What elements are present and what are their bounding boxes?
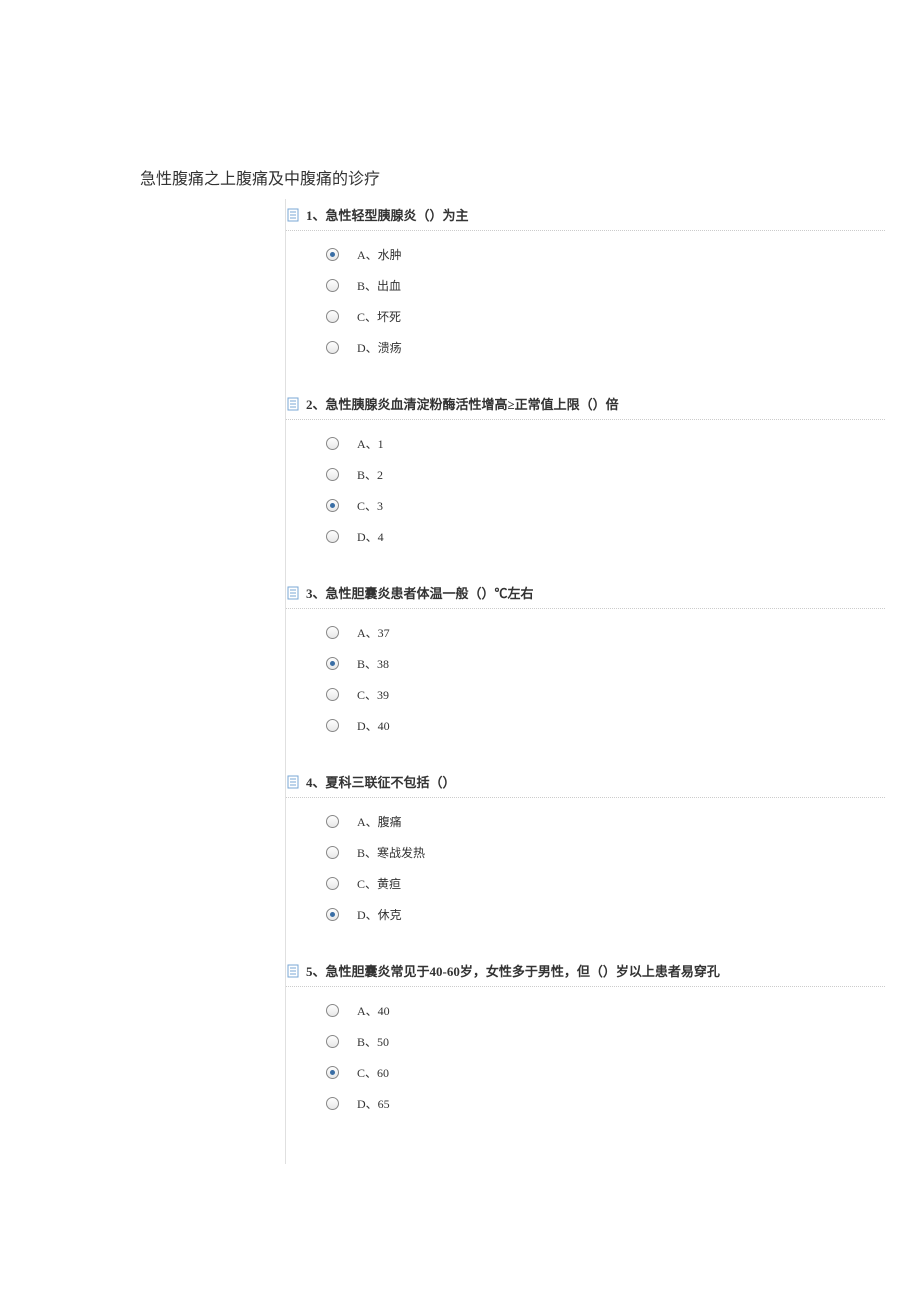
question-header: 4、夏科三联征不包括（）: [286, 766, 885, 798]
option-label: A、1: [357, 435, 384, 452]
option-label: A、37: [357, 624, 390, 641]
option-label: B、寒战发热: [357, 844, 425, 861]
question-header: 3、急性胆囊炎患者体温一般（）℃左右: [286, 577, 885, 609]
radio-selected[interactable]: [326, 908, 339, 921]
option-label: D、4: [357, 528, 384, 545]
option-label: D、休克: [357, 906, 402, 923]
option-row[interactable]: B、出血: [326, 270, 885, 301]
options-list: A、40 B、50 C、60 D、65: [286, 995, 885, 1119]
radio[interactable]: [326, 310, 339, 323]
options-list: A、37 B、38 C、39 D、40: [286, 617, 885, 741]
option-row[interactable]: C、坏死: [326, 301, 885, 332]
document-icon: [286, 586, 300, 600]
question-text: 3、急性胆囊炎患者体温一般（）℃左右: [306, 583, 534, 602]
option-row[interactable]: D、65: [326, 1088, 885, 1119]
option-label: C、黄疸: [357, 875, 401, 892]
option-row[interactable]: B、2: [326, 459, 885, 490]
option-row[interactable]: C、39: [326, 679, 885, 710]
question-block-3: 3、急性胆囊炎患者体温一般（）℃左右 A、37 B、38 C、39 D、40: [286, 577, 885, 741]
option-label: A、水肿: [357, 246, 402, 263]
option-label: C、坏死: [357, 308, 401, 325]
radio-selected[interactable]: [326, 1066, 339, 1079]
options-list: A、水肿 B、出血 C、坏死 D、溃疡: [286, 239, 885, 363]
option-row[interactable]: C、60: [326, 1057, 885, 1088]
option-label: C、3: [357, 497, 383, 514]
radio[interactable]: [326, 688, 339, 701]
option-row[interactable]: D、4: [326, 521, 885, 552]
question-block-4: 4、夏科三联征不包括（） A、腹痛 B、寒战发热 C、黄疸 D、休克: [286, 766, 885, 930]
option-row[interactable]: B、50: [326, 1026, 885, 1057]
radio[interactable]: [326, 719, 339, 732]
document-icon: [286, 208, 300, 222]
option-label: D、65: [357, 1095, 390, 1112]
option-label: B、50: [357, 1033, 389, 1050]
radio[interactable]: [326, 815, 339, 828]
option-row[interactable]: A、1: [326, 428, 885, 459]
option-row[interactable]: C、3: [326, 490, 885, 521]
document-icon: [286, 775, 300, 789]
radio-selected[interactable]: [326, 499, 339, 512]
page-title: 急性腹痛之上腹痛及中腹痛的诊疗: [0, 0, 920, 199]
radio[interactable]: [326, 1097, 339, 1110]
radio-selected[interactable]: [326, 657, 339, 670]
question-text: 2、急性胰腺炎血清淀粉酶活性增高≥正常值上限（）倍: [306, 394, 619, 413]
option-row[interactable]: A、水肿: [326, 239, 885, 270]
question-text: 1、急性轻型胰腺炎（）为主: [306, 205, 469, 224]
option-label: A、腹痛: [357, 813, 402, 830]
option-row[interactable]: B、寒战发热: [326, 837, 885, 868]
question-text: 5、急性胆囊炎常见于40-60岁，女性多于男性，但（）岁以上患者易穿孔: [306, 961, 720, 980]
radio[interactable]: [326, 1004, 339, 1017]
option-row[interactable]: A、腹痛: [326, 806, 885, 837]
question-header: 1、急性轻型胰腺炎（）为主: [286, 199, 885, 231]
option-label: D、40: [357, 717, 390, 734]
question-text: 4、夏科三联征不包括（）: [306, 772, 456, 791]
option-row[interactable]: D、休克: [326, 899, 885, 930]
option-row[interactable]: A、40: [326, 995, 885, 1026]
question-header: 5、急性胆囊炎常见于40-60岁，女性多于男性，但（）岁以上患者易穿孔: [286, 955, 885, 987]
option-row[interactable]: D、40: [326, 710, 885, 741]
document-icon: [286, 964, 300, 978]
options-list: A、腹痛 B、寒战发热 C、黄疸 D、休克: [286, 806, 885, 930]
option-label: B、2: [357, 466, 383, 483]
radio-selected[interactable]: [326, 248, 339, 261]
radio[interactable]: [326, 877, 339, 890]
option-row[interactable]: D、溃疡: [326, 332, 885, 363]
quiz-container: 1、急性轻型胰腺炎（）为主 A、水肿 B、出血 C、坏死 D、溃疡 2、急性胰腺…: [285, 199, 885, 1164]
option-label: D、溃疡: [357, 339, 402, 356]
radio[interactable]: [326, 279, 339, 292]
radio[interactable]: [326, 437, 339, 450]
radio[interactable]: [326, 626, 339, 639]
option-row[interactable]: C、黄疸: [326, 868, 885, 899]
radio[interactable]: [326, 341, 339, 354]
option-row[interactable]: B、38: [326, 648, 885, 679]
option-label: B、38: [357, 655, 389, 672]
option-label: B、出血: [357, 277, 401, 294]
option-label: A、40: [357, 1002, 390, 1019]
question-block-1: 1、急性轻型胰腺炎（）为主 A、水肿 B、出血 C、坏死 D、溃疡: [286, 199, 885, 363]
question-block-5: 5、急性胆囊炎常见于40-60岁，女性多于男性，但（）岁以上患者易穿孔 A、40…: [286, 955, 885, 1119]
radio[interactable]: [326, 530, 339, 543]
option-row[interactable]: A、37: [326, 617, 885, 648]
option-label: C、39: [357, 686, 389, 703]
radio[interactable]: [326, 1035, 339, 1048]
radio[interactable]: [326, 468, 339, 481]
question-block-2: 2、急性胰腺炎血清淀粉酶活性增高≥正常值上限（）倍 A、1 B、2 C、3 D、…: [286, 388, 885, 552]
options-list: A、1 B、2 C、3 D、4: [286, 428, 885, 552]
document-icon: [286, 397, 300, 411]
question-header: 2、急性胰腺炎血清淀粉酶活性增高≥正常值上限（）倍: [286, 388, 885, 420]
option-label: C、60: [357, 1064, 389, 1081]
radio[interactable]: [326, 846, 339, 859]
